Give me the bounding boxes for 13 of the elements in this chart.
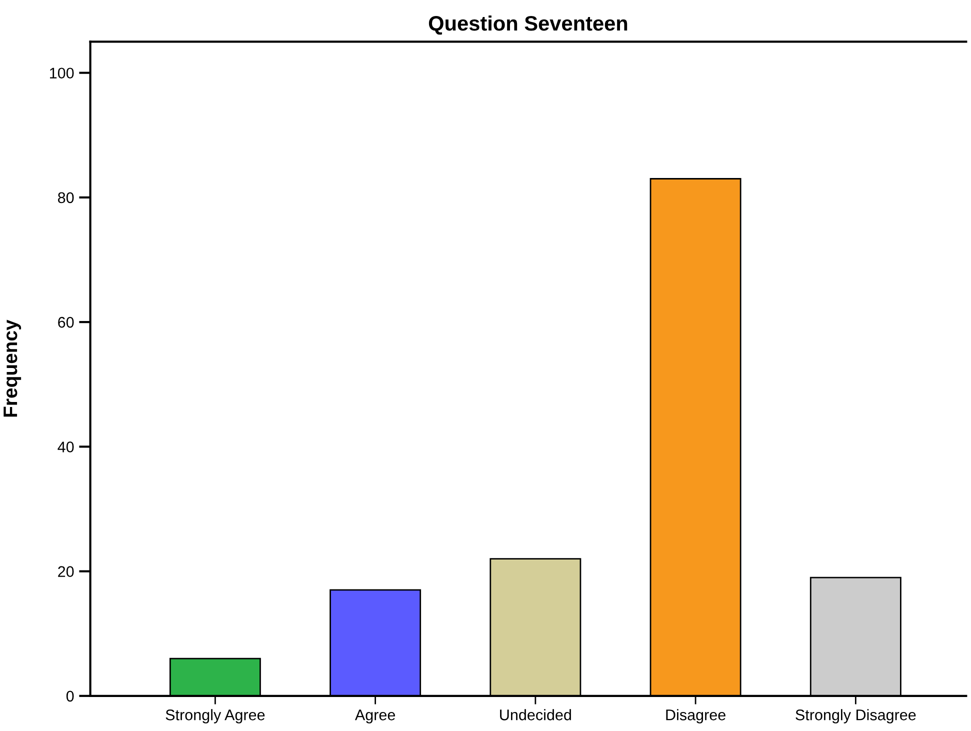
y-tick-label: 100	[50, 68, 74, 79]
y-axis-title: Frequency	[4, 320, 22, 417]
x-tick-label: Undecided	[500, 709, 571, 720]
y-tick-label: 60	[58, 316, 74, 328]
y-tick-label: 40	[58, 442, 74, 452]
x-tick-label: Agree	[354, 710, 396, 724]
chart-title: Question Seventeen	[428, 15, 628, 35]
x-tick-label: Strongly Agree	[166, 709, 265, 724]
x-tick-label: Strongly Disagree	[796, 709, 916, 724]
x-tick-label: Disagree	[666, 709, 726, 724]
y-tick-label: 80	[58, 192, 74, 204]
y-tick-label: 20	[58, 566, 74, 577]
y-tick-label: 0	[66, 690, 74, 702]
